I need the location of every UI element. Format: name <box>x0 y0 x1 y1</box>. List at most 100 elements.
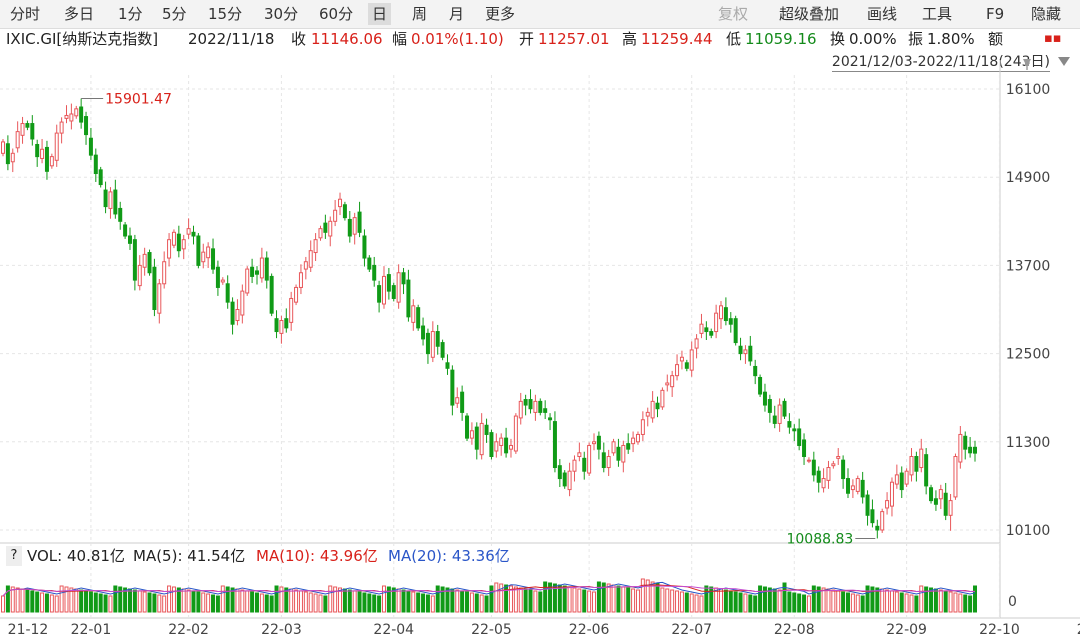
volume-bar <box>968 595 973 613</box>
candle-up <box>689 349 694 371</box>
tab-monthly[interactable]: 月 <box>449 5 465 23</box>
hide-button[interactable]: 隐藏 <box>1031 5 1062 23</box>
f9-button[interactable]: F9 <box>986 5 1005 23</box>
volume-bar <box>69 587 74 613</box>
volume-bar <box>816 586 821 613</box>
candle-down <box>557 465 562 480</box>
candle-up <box>836 456 841 459</box>
dropdown-icon[interactable] <box>1058 57 1070 66</box>
volume-bar <box>762 586 767 613</box>
candle-down <box>899 472 904 491</box>
volume-bar <box>215 595 220 613</box>
candle-down <box>933 498 938 505</box>
date-range[interactable]: 2021/12/03-2022/11/18(243日) <box>831 54 1050 72</box>
tab-15min[interactable]: 15分 <box>208 5 243 23</box>
volume-bar <box>904 593 909 613</box>
volume-bar <box>201 592 206 613</box>
candle-down <box>230 301 235 325</box>
date-tick-label: 22-10 <box>979 622 1020 638</box>
tab-60min[interactable]: 60分 <box>319 5 354 23</box>
open-label: 开 <box>519 30 535 48</box>
tab-30min[interactable]: 30分 <box>264 5 299 23</box>
candle-down <box>367 257 372 270</box>
volume-bar <box>386 586 391 613</box>
candle-down <box>548 417 553 421</box>
candle-down <box>225 283 230 303</box>
volume-bar <box>909 594 914 613</box>
candle-down <box>870 509 875 524</box>
candle-down <box>762 391 767 406</box>
candle-down <box>84 116 89 136</box>
candle-down <box>914 456 919 472</box>
help-icon[interactable]: ? <box>6 546 22 566</box>
candle-down <box>865 494 870 516</box>
volume-bar <box>748 594 753 613</box>
volume-bar <box>303 591 308 613</box>
volume-bar <box>645 579 650 613</box>
volume-bar <box>841 591 846 613</box>
volume-bar <box>10 586 15 613</box>
volume-bar <box>254 592 259 613</box>
volume-bar <box>611 584 616 613</box>
candle-down <box>772 415 777 424</box>
candle-down <box>274 318 279 333</box>
volume-bar <box>855 594 860 613</box>
volume-bar <box>684 592 689 613</box>
tools-button[interactable]: 工具 <box>922 5 953 23</box>
tab-weekly[interactable]: 周 <box>412 5 428 23</box>
candle-up <box>611 441 616 454</box>
candle-up <box>938 489 943 500</box>
volume-bar <box>484 595 489 613</box>
tab-1min[interactable]: 1分 <box>118 5 143 23</box>
more-dots-icon[interactable]: ▪▪ <box>1044 31 1062 46</box>
volume-bar <box>709 586 714 613</box>
tab-5min[interactable]: 5分 <box>162 5 187 23</box>
candle-down <box>543 408 548 413</box>
volume-bar <box>489 585 494 613</box>
volume-bar <box>313 593 318 613</box>
candle-down <box>748 345 753 362</box>
candle-down <box>250 266 255 277</box>
volume-bar <box>318 594 323 613</box>
candle-down <box>709 331 714 336</box>
candle-up <box>186 228 191 235</box>
tab-timeshare[interactable]: 分时 <box>10 5 41 23</box>
volume-bar <box>933 588 938 613</box>
volume-bar <box>391 587 396 613</box>
volume-bar <box>704 585 709 613</box>
draw-line-button[interactable]: 画线 <box>867 5 898 23</box>
candle-up <box>567 470 572 491</box>
volume-bar <box>147 592 152 613</box>
tab-multi-day[interactable]: 多日 <box>64 5 95 23</box>
candle-down <box>655 402 660 410</box>
volume-bar <box>885 589 890 613</box>
candle-down <box>416 307 421 329</box>
ma20-line <box>2 585 976 597</box>
candle-up <box>338 198 343 208</box>
candle-up <box>640 419 645 435</box>
candle-down <box>738 345 743 355</box>
candle-up <box>430 331 435 358</box>
ma5-value: MA(5): 41.54亿 <box>133 547 246 565</box>
candle-up <box>714 312 719 333</box>
tab-daily[interactable]: 日 <box>368 3 392 25</box>
candle-down <box>767 399 772 413</box>
candle-down <box>860 479 865 498</box>
volume-bar <box>469 592 474 613</box>
volume-bar <box>665 588 670 613</box>
date-tick-label: 22-01 <box>71 622 112 638</box>
candle-down <box>973 446 977 454</box>
volume-bar <box>220 585 225 613</box>
candle-up <box>821 478 826 489</box>
overlay-button[interactable]: 超级叠加 <box>779 5 840 23</box>
tab-more[interactable]: 更多 <box>485 5 516 23</box>
pin-icon[interactable] <box>1020 57 1034 75</box>
candle-up <box>831 463 836 467</box>
symbol-name: IXIC.GI[纳斯达克指数] <box>6 30 159 48</box>
candle-down <box>601 452 606 469</box>
volume-bar <box>548 582 553 613</box>
volume-bar <box>425 594 430 613</box>
volume-bar <box>924 586 929 613</box>
adjust-button[interactable]: 复权 <box>718 5 749 23</box>
